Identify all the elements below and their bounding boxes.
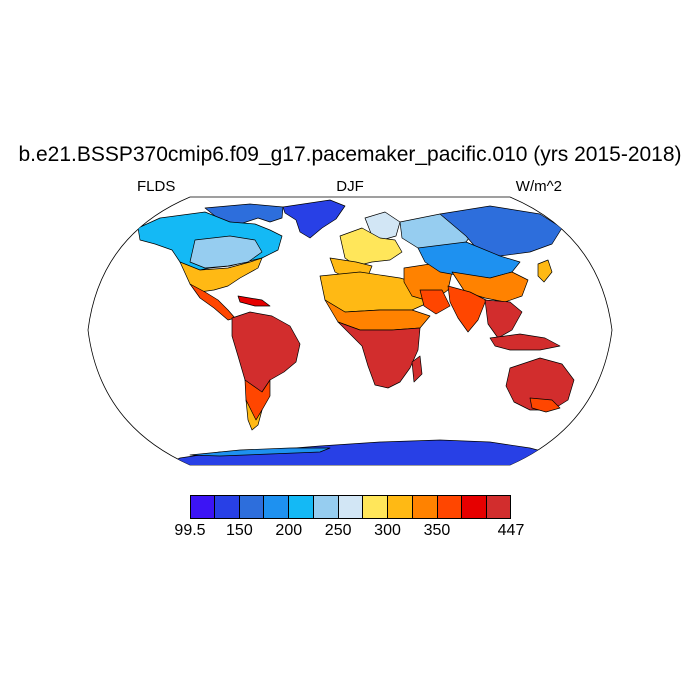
siberia-east	[439, 205, 563, 257]
australia-south	[529, 397, 561, 413]
colorbar-tick-label: 447	[497, 522, 525, 539]
antarctica-coast	[189, 447, 331, 457]
units-label: W/m^2	[515, 178, 562, 195]
colorbar-box	[412, 495, 438, 519]
north-america-central	[189, 235, 263, 269]
india	[447, 285, 487, 333]
colorbar-tick-label: 250	[324, 522, 352, 539]
colorbar-box	[462, 495, 488, 519]
japan	[537, 259, 553, 283]
plot-title: b.e21.BSSP370cmip6.f09_g17.pacemaker_pac…	[18, 143, 682, 166]
colorbar	[190, 495, 511, 519]
season-label: DJF	[336, 178, 364, 195]
colorbar-box	[363, 495, 389, 519]
australia	[505, 357, 575, 411]
colorbar-box	[214, 495, 240, 519]
colorbar-box	[190, 495, 215, 519]
colorbar-tick-label: 99.5	[174, 522, 206, 539]
colorbar-tick-label: 200	[275, 522, 303, 539]
new-zealand	[589, 399, 599, 419]
se-asia	[484, 299, 523, 339]
colorbar-box	[289, 495, 314, 519]
colorbar-tick-label: 300	[374, 522, 401, 539]
indonesia	[489, 333, 561, 351]
south-america-north	[231, 311, 301, 399]
colorbar-tick-label: 350	[423, 522, 451, 539]
central-africa	[337, 321, 421, 389]
caribbean	[237, 295, 271, 307]
colorbar-box	[313, 495, 339, 519]
colorbar-box	[487, 495, 511, 519]
colorbar-box	[338, 495, 364, 519]
variable-label: FLDS	[137, 178, 176, 195]
arabia	[419, 289, 451, 315]
madagascar	[411, 355, 423, 383]
colorbar-tick-label: 150	[226, 522, 253, 539]
colorbar-box	[239, 495, 265, 519]
colorbar-box	[264, 495, 290, 519]
colorbar-box	[388, 495, 413, 519]
patagonia	[245, 399, 263, 431]
greenland	[282, 199, 346, 239]
colorbar-box	[437, 495, 463, 519]
